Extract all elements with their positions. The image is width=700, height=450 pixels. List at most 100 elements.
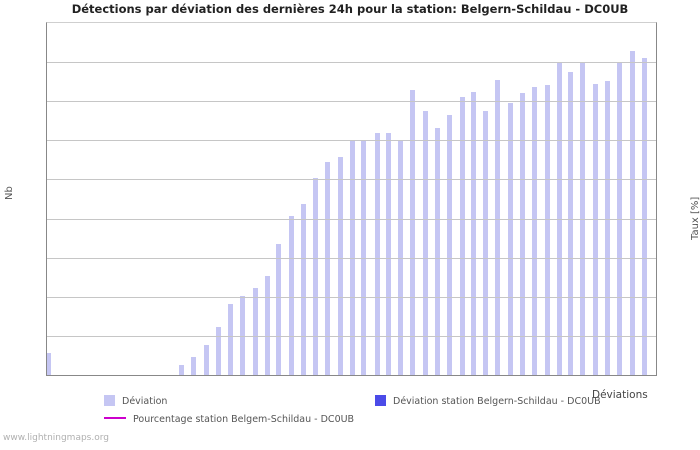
y-axis-left-minor-tick bbox=[46, 86, 47, 87]
y-axis-left-minor-tick bbox=[46, 328, 47, 329]
legend-swatch-deviation bbox=[104, 395, 115, 406]
bar bbox=[519, 93, 525, 375]
x-axis-major-tick bbox=[178, 375, 179, 376]
y-axis-left-tick bbox=[46, 258, 47, 259]
bar bbox=[301, 204, 307, 375]
legend-swatch-percentage-station bbox=[104, 417, 126, 419]
y-axis-left-tick bbox=[46, 179, 47, 180]
x-axis-minor-tick bbox=[414, 375, 415, 376]
x-axis-minor-tick bbox=[610, 375, 611, 376]
x-axis-minor-tick bbox=[217, 375, 218, 376]
x-axis-title: Déviations bbox=[592, 389, 648, 401]
y-axis-right-minor-tick bbox=[656, 111, 657, 112]
legend-item-percentage-station: Pourcentage station Belgem-Schildau - DC… bbox=[104, 414, 354, 425]
y-axis-left-minor-tick bbox=[46, 70, 47, 71]
x-axis-minor-tick bbox=[492, 375, 493, 376]
bar bbox=[289, 216, 295, 375]
x-axis-minor-tick bbox=[597, 375, 598, 376]
bar bbox=[47, 353, 51, 375]
y-axis-left-minor-tick bbox=[46, 234, 47, 235]
bar bbox=[252, 288, 258, 375]
x-axis-minor-tick bbox=[73, 375, 74, 376]
bar bbox=[204, 344, 210, 375]
bar bbox=[641, 58, 647, 375]
legend-label-percentage-station: Pourcentage station Belgem-Schildau - DC… bbox=[133, 414, 355, 425]
x-axis-minor-tick bbox=[243, 375, 244, 376]
x-axis-major-tick bbox=[571, 375, 572, 376]
y-axis-left-minor-tick bbox=[46, 367, 47, 368]
bar bbox=[471, 91, 477, 375]
x-axis-minor-tick bbox=[322, 375, 323, 376]
bar bbox=[276, 243, 282, 375]
x-axis-minor-tick bbox=[545, 375, 546, 376]
y-axis-left-tick bbox=[46, 62, 47, 63]
y-axis-left-minor-tick bbox=[46, 359, 47, 360]
y-axis-right-minor-tick bbox=[656, 170, 657, 171]
y-axis-left-minor-tick bbox=[46, 211, 47, 212]
legend-label-deviation-station: Déviation station Belgern-Schildau - DC0… bbox=[393, 396, 601, 407]
x-axis-minor-tick bbox=[152, 375, 153, 376]
x-axis-major-tick bbox=[309, 375, 310, 376]
x-axis-minor-tick bbox=[558, 375, 559, 376]
y-axis-left-minor-tick bbox=[46, 312, 47, 313]
x-axis-minor-tick bbox=[466, 375, 467, 376]
y-axis-left-tick bbox=[46, 297, 47, 298]
y-axis-left-minor-tick bbox=[46, 187, 47, 188]
y-axis-left-minor-tick bbox=[46, 133, 47, 134]
y-axis-left-minor-tick bbox=[46, 172, 47, 173]
x-axis-minor-tick bbox=[204, 375, 205, 376]
gridline bbox=[47, 296, 656, 298]
bar bbox=[239, 296, 245, 375]
bar bbox=[337, 156, 343, 375]
bar bbox=[629, 51, 635, 375]
x-axis-minor-tick bbox=[283, 375, 284, 376]
x-axis-minor-tick bbox=[584, 375, 585, 376]
y-axis-left-minor-tick bbox=[46, 54, 47, 55]
y-axis-left-minor-tick bbox=[46, 46, 47, 47]
y-axis-left-tick bbox=[46, 140, 47, 141]
y-axis-left-minor-tick bbox=[46, 93, 47, 94]
bar-series bbox=[47, 23, 656, 375]
x-axis-minor-tick bbox=[270, 375, 271, 376]
bar bbox=[191, 357, 197, 375]
x-axis-minor-tick bbox=[479, 375, 480, 376]
bar bbox=[593, 84, 599, 375]
gridline bbox=[47, 179, 656, 181]
y-axis-left-minor-tick bbox=[46, 39, 47, 40]
x-axis-minor-tick bbox=[296, 375, 297, 376]
bar bbox=[264, 275, 270, 375]
y-axis-right-tick bbox=[656, 82, 657, 83]
y-axis-right-minor-tick bbox=[656, 346, 657, 347]
y-axis-right-tick bbox=[656, 375, 657, 376]
gridline bbox=[47, 101, 656, 103]
y-axis-left-minor-tick bbox=[46, 320, 47, 321]
y-axis-right-tick bbox=[656, 23, 657, 24]
y-axis-left-minor-tick bbox=[46, 273, 47, 274]
x-axis-minor-tick bbox=[388, 375, 389, 376]
x-axis-minor-tick bbox=[518, 375, 519, 376]
legend-item-deviation: Déviation bbox=[104, 395, 167, 407]
y-axis-left-minor-tick bbox=[46, 289, 47, 290]
x-axis-minor-tick bbox=[361, 375, 362, 376]
x-axis-minor-tick bbox=[649, 375, 650, 376]
y-axis-right-tick bbox=[656, 316, 657, 317]
bar bbox=[605, 80, 611, 375]
bar bbox=[386, 132, 392, 375]
bar bbox=[409, 89, 415, 375]
y-axis-right-minor-tick bbox=[656, 287, 657, 288]
x-axis-minor-tick bbox=[112, 375, 113, 376]
x-axis-minor-tick bbox=[335, 375, 336, 376]
x-axis-minor-tick bbox=[505, 375, 506, 376]
y-axis-left-minor-tick bbox=[46, 265, 47, 266]
y-axis-left-minor-tick bbox=[46, 109, 47, 110]
y-axis-right-minor-tick bbox=[656, 52, 657, 53]
y-axis-left-minor-tick bbox=[46, 281, 47, 282]
x-axis-major-tick bbox=[47, 375, 48, 376]
y-axis-left-minor-tick bbox=[46, 242, 47, 243]
gridline bbox=[47, 257, 656, 259]
y-axis-right-minor-tick bbox=[656, 228, 657, 229]
x-axis-minor-tick bbox=[401, 375, 402, 376]
y-axis-left-tick bbox=[46, 375, 47, 376]
bar bbox=[179, 364, 185, 375]
